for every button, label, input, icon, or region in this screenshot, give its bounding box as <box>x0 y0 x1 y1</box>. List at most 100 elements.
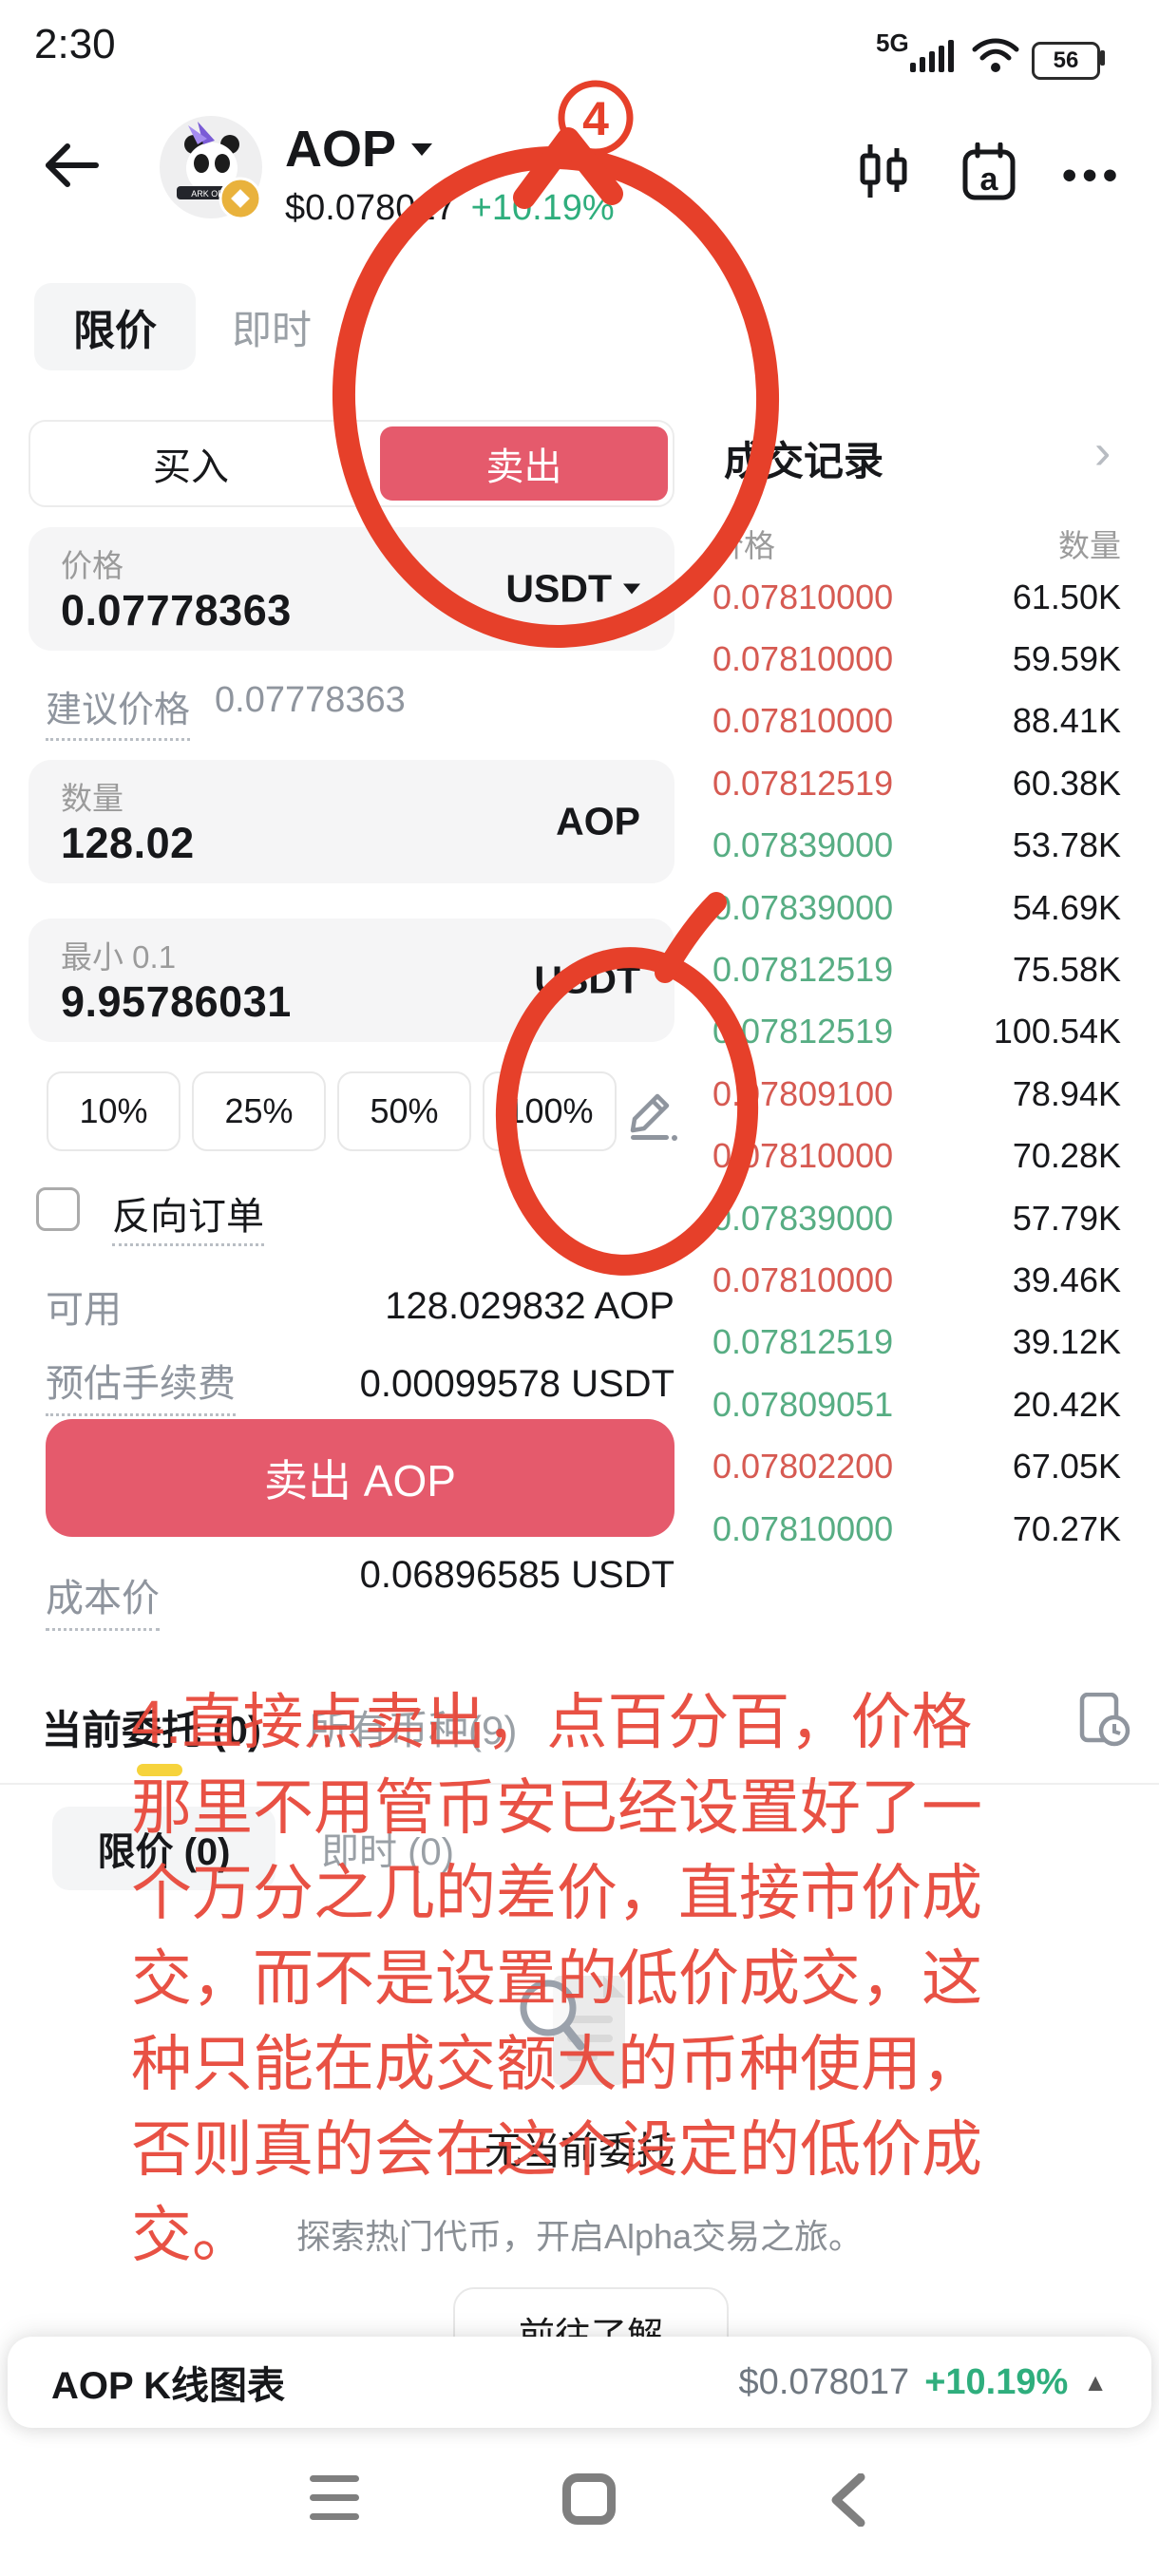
kline-icon[interactable] <box>858 142 909 201</box>
wifi-icon <box>972 38 1019 72</box>
chevron-down-icon <box>623 583 640 595</box>
available-value: 128.029832 AOP <box>385 1284 674 1327</box>
collapse-arrow-icon[interactable]: ▲ <box>1083 2367 1108 2396</box>
table-row: 0.07809051 20.42K <box>712 1384 1121 1424</box>
token-selector[interactable]: AOP <box>285 120 433 179</box>
battery-nub <box>1100 50 1105 66</box>
reverse-order-label: 反向订单 <box>112 1185 264 1246</box>
back-icon[interactable] <box>43 141 102 190</box>
price-label: 价格 <box>61 548 124 583</box>
percent-50-button[interactable]: 50% <box>337 1071 471 1151</box>
table-row: 0.07839000 57.79K <box>712 1198 1121 1238</box>
empty-orders-title: 无当前委托 <box>484 2131 674 2172</box>
quantity-label: 数量 <box>61 781 124 816</box>
active-tab-indicator <box>137 1764 182 1776</box>
percent-25-button[interactable]: 25% <box>192 1071 326 1151</box>
price-field[interactable]: 价格 0.07778363 USDT <box>28 527 674 651</box>
annotation-circle-4 <box>558 80 634 156</box>
price-input[interactable]: 0.07778363 <box>61 586 292 635</box>
nav-menu-icon[interactable] <box>310 2475 359 2520</box>
alpha-events-icon[interactable]: a <box>961 142 1016 201</box>
order-history-icon[interactable] <box>1076 1693 1131 1748</box>
table-row: 0.07812519 75.58K <box>712 950 1121 990</box>
cost-value: 0.06896585 USDT <box>359 1554 674 1596</box>
network-type-label: 5G <box>876 28 909 57</box>
table-row: 0.07812519 100.54K <box>712 1012 1121 1051</box>
token-avatar[interactable]: ARK OF <box>160 116 262 218</box>
nav-back-icon[interactable] <box>828 2473 866 2527</box>
available-label: 可用 <box>46 1289 122 1331</box>
nav-home-icon[interactable] <box>562 2473 616 2525</box>
quantity-unit: AOP <box>556 799 640 843</box>
available-row: 可用 128.029832 AOP <box>46 1279 674 1334</box>
suggest-price-label[interactable]: 建议价格 <box>46 680 191 741</box>
table-row: 0.07810000 61.50K <box>712 577 1121 616</box>
edit-pencil-icon[interactable] <box>625 1081 678 1142</box>
table-row: 0.07810000 88.41K <box>712 701 1121 741</box>
total-input[interactable]: 9.95786031 <box>61 977 292 1026</box>
tab-current-orders[interactable]: 当前委托 (0) <box>42 1708 262 1752</box>
more-icon[interactable]: ••• <box>1062 152 1124 199</box>
percent-10-button[interactable]: 10% <box>47 1071 180 1151</box>
total-unit: USDT <box>534 957 640 1002</box>
kline-bar-change: +10.19% <box>924 2361 1069 2402</box>
col-qty: 数量 <box>1058 528 1121 563</box>
tab-instant-orders[interactable]: 即时 (0) <box>321 1831 454 1873</box>
sell-aop-button[interactable]: 卖出 AOP <box>46 1419 674 1537</box>
tab-instant[interactable]: 即时 <box>232 307 313 352</box>
kline-bar-title: AOP K线图表 <box>51 2365 285 2407</box>
quantity-field[interactable]: 数量 128.02 AOP <box>28 760 674 883</box>
fee-value: 0.00099578 USDT <box>359 1363 674 1405</box>
table-row: 0.07810000 59.59K <box>712 639 1121 679</box>
price-unit-selector[interactable]: USDT <box>505 567 640 612</box>
percent-100-button[interactable]: 100% <box>483 1071 617 1151</box>
table-row: 0.07839000 53.78K <box>712 825 1121 865</box>
sell-button[interactable]: 卖出 <box>380 426 668 501</box>
suggest-price-row: 建议价格 0.07778363 <box>46 680 406 741</box>
suggest-price-value: 0.07778363 <box>215 680 406 720</box>
token-price: $0.078017 <box>285 188 456 228</box>
tab-all-coins[interactable]: 所有币种(9) <box>309 1708 518 1752</box>
tab-limit[interactable]: 限价 <box>34 283 196 370</box>
trades-list: 0.07810000 61.50K 0.07810000 59.59K 0.0781… <box>712 566 1121 1560</box>
tab-limit-orders[interactable]: 限价 (0) <box>52 1807 276 1890</box>
token-price-row: $0.078017 +10.19% <box>285 188 615 229</box>
table-row: 0.07839000 54.69K <box>712 887 1121 927</box>
trades-title: 成交记录 <box>724 439 884 483</box>
table-row: 0.07810000 70.28K <box>712 1136 1121 1176</box>
cost-label[interactable]: 成本价 <box>46 1567 160 1631</box>
side-toggle: 买入 卖出 <box>28 420 674 507</box>
min-label: 最小 0.1 <box>61 939 177 975</box>
col-price: 价格 <box>712 528 775 563</box>
svg-text:ARK OF: ARK OF <box>191 189 223 199</box>
quantity-input[interactable]: 128.02 <box>61 819 195 867</box>
battery-icon: 56 <box>1032 42 1100 80</box>
fee-label[interactable]: 预估手续费 <box>46 1353 236 1416</box>
table-row: 0.07810000 39.46K <box>712 1260 1121 1299</box>
cost-row: 成本价 0.06896585 USDT <box>46 1554 674 1631</box>
divider <box>0 1783 1159 1785</box>
reverse-order-checkbox[interactable] <box>36 1187 80 1231</box>
table-row: 0.07810000 70.27K <box>712 1508 1121 1548</box>
svg-text:a: a <box>980 161 999 198</box>
empty-orders-icon <box>520 1976 625 2085</box>
token-name: AOP <box>285 121 397 178</box>
status-time: 2:30 <box>34 21 116 67</box>
table-row: 0.07802200 67.05K <box>712 1447 1121 1487</box>
table-row: 0.07812519 39.12K <box>712 1322 1121 1362</box>
trades-header: 价格 数量 <box>712 521 1121 566</box>
buy-button[interactable]: 买入 <box>153 446 229 488</box>
fee-row: 预估手续费 0.00099578 USDT <box>46 1353 674 1416</box>
table-row: 0.07809100 78.94K <box>712 1073 1121 1113</box>
empty-orders-subtitle: 探索热门代币，开启Alpha交易之旅。 <box>295 2217 864 2256</box>
trades-chevron-icon[interactable]: › <box>1094 425 1112 480</box>
signal-icon <box>910 40 954 72</box>
table-row: 0.07812519 60.38K <box>712 763 1121 803</box>
chevron-down-icon <box>411 142 433 156</box>
total-field[interactable]: 最小 0.1 9.95786031 USDT <box>28 919 674 1042</box>
token-change: +10.19% <box>470 188 615 228</box>
kline-bottom-bar[interactable]: AOP K线图表 $0.078017 +10.19% ▲ <box>8 2337 1151 2428</box>
annotation-number: 4 <box>582 92 609 145</box>
kline-bar-price: $0.078017 <box>738 2361 910 2402</box>
